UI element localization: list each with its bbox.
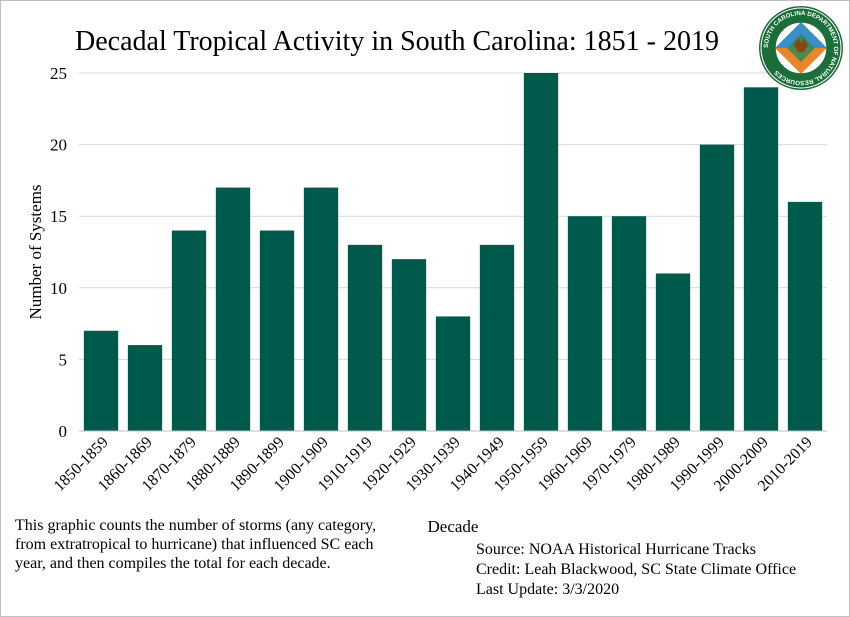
y-axis-label: Number of Systems bbox=[26, 184, 45, 319]
last-update-text: Last Update: 3/3/2020 bbox=[476, 581, 620, 598]
deer-icon bbox=[794, 38, 808, 52]
bar bbox=[391, 259, 427, 431]
source-block: Source: NOAA Historical Hurricane Tracks… bbox=[476, 540, 796, 600]
bar bbox=[347, 244, 383, 431]
y-tick-label: 0 bbox=[59, 422, 68, 441]
bar bbox=[655, 273, 691, 431]
bar bbox=[611, 216, 647, 431]
y-tick-label: 15 bbox=[50, 207, 67, 226]
y-tick-label: 5 bbox=[59, 350, 68, 369]
source-text: Source: NOAA Historical Hurricane Tracks bbox=[476, 541, 756, 558]
chart-note: This graphic counts the number of storms… bbox=[15, 517, 377, 572]
bar bbox=[787, 201, 823, 431]
bar bbox=[699, 144, 735, 431]
y-axis-ticks: 0 5 10 15 20 25 bbox=[50, 64, 67, 441]
x-axis-ticks: 1850-18591860-18691870-18791880-18891890… bbox=[51, 434, 816, 495]
bar bbox=[127, 345, 163, 431]
bar bbox=[171, 230, 207, 431]
x-axis-label: Decade bbox=[428, 517, 479, 536]
bar bbox=[743, 87, 779, 431]
bar bbox=[259, 230, 295, 431]
bar bbox=[523, 73, 559, 431]
bars bbox=[83, 73, 823, 431]
chart-title: Decadal Tropical Activity in South Carol… bbox=[75, 26, 719, 57]
bar bbox=[567, 216, 603, 431]
bar bbox=[303, 187, 339, 431]
y-tick-label: 25 bbox=[50, 64, 67, 83]
scdnr-seal-icon: SOUTH CAROLINA DEPARTMENT OF NATURAL RES… bbox=[759, 6, 843, 90]
bar bbox=[435, 316, 471, 431]
y-tick-label: 10 bbox=[50, 279, 67, 298]
bar bbox=[215, 187, 251, 431]
bar bbox=[83, 330, 119, 431]
y-tick-label: 20 bbox=[50, 136, 67, 155]
credit-text: Credit: Leah Blackwood, SC State Climate… bbox=[476, 561, 797, 578]
bar bbox=[479, 244, 515, 431]
